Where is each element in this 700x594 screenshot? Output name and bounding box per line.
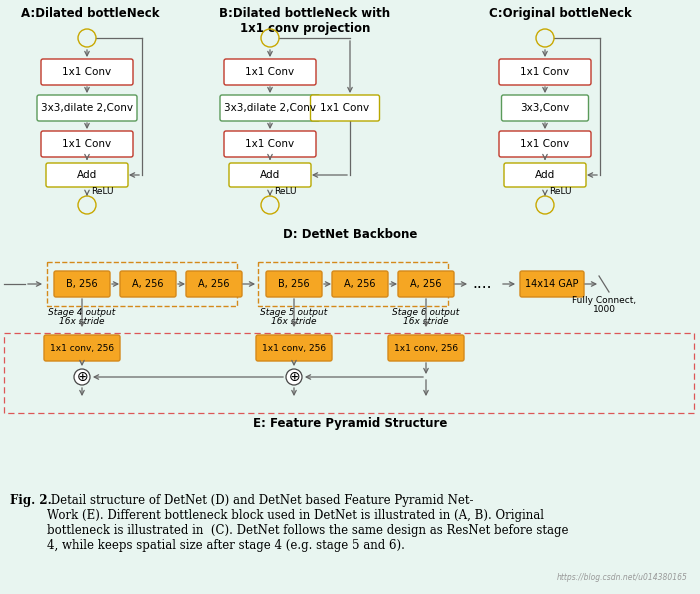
Text: 1x1 Conv: 1x1 Conv [246, 67, 295, 77]
FancyBboxPatch shape [311, 95, 379, 121]
Text: Add: Add [260, 170, 280, 180]
FancyBboxPatch shape [224, 131, 316, 157]
Text: 1000: 1000 [592, 305, 615, 314]
Text: Stage 4 output: Stage 4 output [48, 308, 116, 317]
Text: ReLU: ReLU [91, 187, 113, 196]
FancyBboxPatch shape [54, 271, 110, 297]
Text: 14x14 GAP: 14x14 GAP [525, 279, 579, 289]
Text: 1x1 conv, 256: 1x1 conv, 256 [262, 343, 326, 352]
FancyBboxPatch shape [41, 131, 133, 157]
Text: 16x stride: 16x stride [60, 317, 105, 326]
Text: A, 256: A, 256 [132, 279, 164, 289]
Text: A, 256: A, 256 [410, 279, 442, 289]
Text: 3x3,Conv: 3x3,Conv [520, 103, 570, 113]
Text: A, 256: A, 256 [198, 279, 230, 289]
Text: 3x3,dilate 2,Conv: 3x3,dilate 2,Conv [224, 103, 316, 113]
FancyBboxPatch shape [46, 163, 128, 187]
Text: Add: Add [535, 170, 555, 180]
FancyBboxPatch shape [37, 95, 137, 121]
FancyBboxPatch shape [41, 59, 133, 85]
FancyBboxPatch shape [44, 335, 120, 361]
FancyBboxPatch shape [186, 271, 242, 297]
FancyBboxPatch shape [256, 335, 332, 361]
Bar [47, 262, 237, 306]
Text: A, 256: A, 256 [344, 279, 376, 289]
FancyBboxPatch shape [501, 95, 589, 121]
Text: B, 256: B, 256 [66, 279, 98, 289]
Text: ReLU: ReLU [274, 187, 297, 196]
FancyBboxPatch shape [332, 271, 388, 297]
Text: 1x1 Conv: 1x1 Conv [62, 67, 111, 77]
Text: 1x1 Conv: 1x1 Conv [62, 139, 111, 149]
Text: 1x1 Conv: 1x1 Conv [321, 103, 370, 113]
Text: Stage 6 output: Stage 6 output [393, 308, 460, 317]
Text: D: DetNet Backbone: D: DetNet Backbone [283, 228, 417, 241]
Bar [258, 262, 448, 306]
FancyBboxPatch shape [266, 271, 322, 297]
Text: Add: Add [77, 170, 97, 180]
Text: $\oplus$: $\oplus$ [76, 370, 88, 384]
FancyBboxPatch shape [229, 163, 311, 187]
Text: Stage 5 output: Stage 5 output [260, 308, 328, 317]
Text: Fully Connect,: Fully Connect, [572, 296, 636, 305]
Text: E: Feature Pyramid Structure: E: Feature Pyramid Structure [253, 417, 447, 430]
Bar [4, 333, 694, 413]
Text: 1x1 Conv: 1x1 Conv [246, 139, 295, 149]
Text: 1x1 conv, 256: 1x1 conv, 256 [394, 343, 458, 352]
FancyBboxPatch shape [224, 59, 316, 85]
Text: Fig. 2.: Fig. 2. [10, 494, 52, 507]
Text: ReLU: ReLU [549, 187, 571, 196]
FancyBboxPatch shape [398, 271, 454, 297]
Text: 1x1 conv, 256: 1x1 conv, 256 [50, 343, 114, 352]
Text: 1x1 Conv: 1x1 Conv [520, 139, 570, 149]
FancyBboxPatch shape [499, 59, 591, 85]
FancyBboxPatch shape [520, 271, 584, 297]
FancyBboxPatch shape [120, 271, 176, 297]
Text: 1x1 Conv: 1x1 Conv [520, 67, 570, 77]
FancyBboxPatch shape [504, 163, 586, 187]
Text: 16x stride: 16x stride [272, 317, 316, 326]
Text: 3x3,dilate 2,Conv: 3x3,dilate 2,Conv [41, 103, 133, 113]
Text: ....: .... [473, 276, 491, 292]
Text: Detail structure of DetNet (D) and DetNet based Feature Pyramid Net-
Work (E). D: Detail structure of DetNet (D) and DetNe… [47, 494, 568, 552]
Text: A:Dilated bottleNeck: A:Dilated bottleNeck [21, 7, 160, 20]
Text: B:Dilated bottleNeck with
1x1 conv projection: B:Dilated bottleNeck with 1x1 conv proje… [219, 7, 391, 35]
FancyBboxPatch shape [220, 95, 320, 121]
Text: B, 256: B, 256 [278, 279, 310, 289]
FancyBboxPatch shape [388, 335, 464, 361]
Text: https://blog.csdn.net/u014380165: https://blog.csdn.net/u014380165 [557, 573, 688, 582]
FancyBboxPatch shape [499, 131, 591, 157]
Circle shape [74, 369, 90, 385]
Circle shape [286, 369, 302, 385]
Text: C:Original bottleNeck: C:Original bottleNeck [489, 7, 631, 20]
Text: $\oplus$: $\oplus$ [288, 370, 300, 384]
Text: 16x stride: 16x stride [403, 317, 449, 326]
